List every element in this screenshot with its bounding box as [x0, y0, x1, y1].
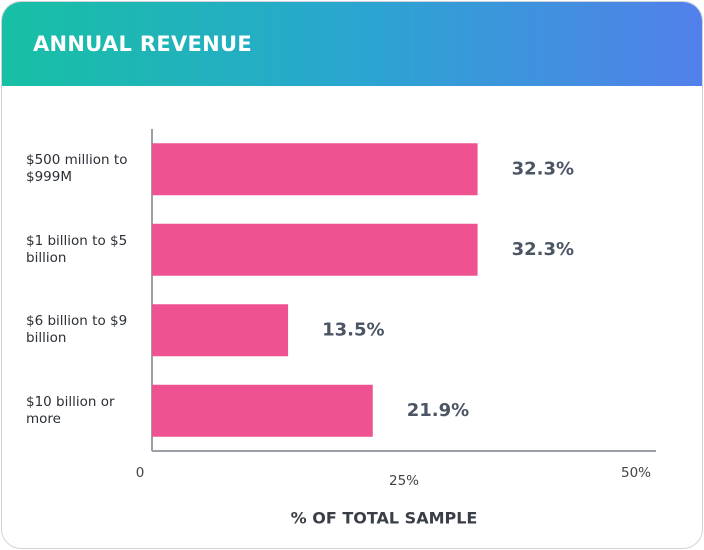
- x-tick-label: 25%: [389, 473, 419, 489]
- chart-title: ANNUAL REVENUE: [33, 32, 253, 56]
- bar: [152, 143, 478, 196]
- y-tick-label: $10 billion or more: [26, 393, 115, 427]
- bar: [152, 384, 373, 437]
- bar: [152, 223, 478, 276]
- x-tick-label: 50%: [621, 465, 651, 481]
- x-axis-label: % OF TOTAL SAMPLE: [291, 509, 478, 528]
- y-tick-label: $6 billion to $9 billion: [26, 313, 128, 347]
- bar: [152, 304, 289, 357]
- header: ANNUAL REVENUE: [2, 2, 702, 86]
- y-tick-label: $500 million to $999M: [26, 152, 128, 186]
- y-tick-label: $1 billion to $5 billion: [26, 232, 128, 266]
- value-label: 32.3%: [512, 158, 574, 179]
- value-label: 32.3%: [512, 239, 574, 260]
- value-label: 21.9%: [407, 400, 469, 421]
- value-label: 13.5%: [322, 319, 384, 340]
- x-tick-label: 0: [136, 465, 145, 481]
